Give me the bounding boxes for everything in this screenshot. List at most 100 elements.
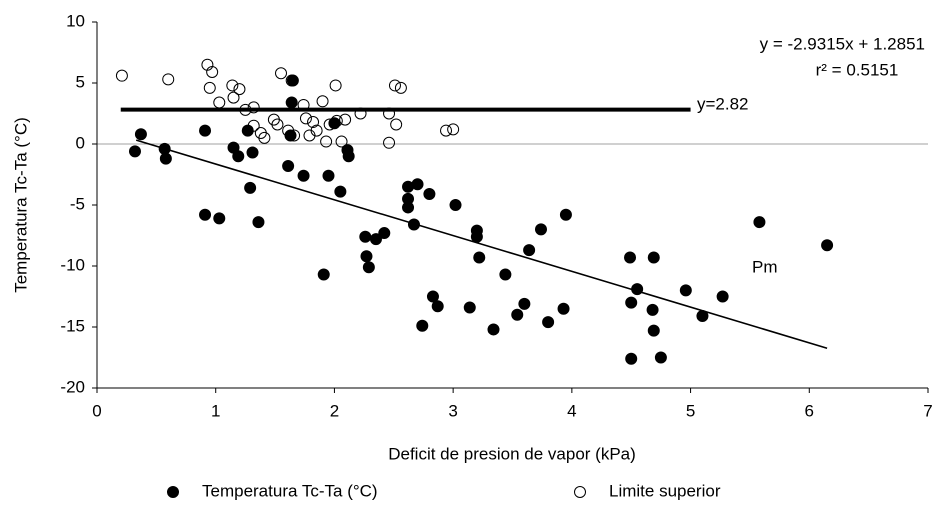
filled-point <box>431 300 444 313</box>
filled-point <box>282 159 295 172</box>
filled-point <box>647 324 660 337</box>
hollow-point <box>316 95 329 108</box>
hollow-point <box>330 114 343 127</box>
x-tick-label: 0 <box>92 401 101 420</box>
filled-point <box>473 251 486 264</box>
filled-point <box>426 290 439 303</box>
filled-point <box>252 216 265 229</box>
filled-point <box>246 146 259 159</box>
filled-point <box>342 150 355 163</box>
filled-point <box>518 297 531 310</box>
filled-point <box>647 251 660 264</box>
filled-point <box>821 239 834 252</box>
filled-point <box>362 261 375 274</box>
y-tick-label: 10 <box>66 11 85 30</box>
hollow-point <box>383 136 396 149</box>
y-tick-label: 0 <box>76 133 85 152</box>
filled-point <box>334 185 347 198</box>
filled-point <box>407 218 420 231</box>
filled-point <box>213 212 226 225</box>
filled-point <box>542 316 555 329</box>
hollow-point <box>297 98 310 111</box>
filled-point <box>624 251 637 264</box>
x-tick-label: 7 <box>923 401 932 420</box>
hollow-point <box>115 69 128 82</box>
hollow-point <box>383 107 396 120</box>
x-axis-title: Deficit de presion de vapor (kPa) <box>388 444 636 463</box>
trend-line <box>135 139 828 349</box>
filled-point <box>625 352 638 365</box>
filled-point <box>679 284 692 297</box>
annotation: y = -2.9315x + 1.2851 <box>760 34 925 53</box>
y-axis-title: Temperatura Tc-Ta (°C) <box>11 117 30 293</box>
hollow-point <box>206 66 219 79</box>
filled-point <box>487 323 500 336</box>
hollow-point <box>239 103 252 116</box>
filled-point <box>369 233 382 246</box>
filled-point <box>322 169 335 182</box>
legend-marker <box>167 486 179 498</box>
filled-point <box>499 268 512 281</box>
filled-point <box>199 124 212 137</box>
filled-point <box>534 223 547 236</box>
filled-point <box>158 142 171 155</box>
filled-point <box>463 301 476 314</box>
hollow-point <box>323 118 336 131</box>
hollow-point <box>335 135 348 148</box>
hollow-point <box>247 101 260 114</box>
hollow-point <box>226 79 239 92</box>
filled-point <box>654 351 667 364</box>
hollow-point <box>388 79 401 92</box>
filled-point <box>557 302 570 315</box>
hollow-point <box>440 124 453 137</box>
filled-point <box>232 150 245 163</box>
x-tick-label: 1 <box>211 401 220 420</box>
filled-point <box>523 244 536 257</box>
filled-point <box>285 96 298 109</box>
filled-point <box>423 188 436 201</box>
x-tick-label: 3 <box>448 401 457 420</box>
hollow-point <box>394 81 407 94</box>
filled-point <box>470 230 483 243</box>
x-tick-label: 4 <box>567 401 576 420</box>
hollow-point <box>271 118 284 131</box>
hollow-point <box>329 79 342 92</box>
x-tick-label: 2 <box>330 401 339 420</box>
filled-point <box>559 208 572 221</box>
y-tick-label: -20 <box>60 377 85 396</box>
hollow-point <box>233 83 246 96</box>
hollow-point <box>162 73 175 86</box>
filled-point <box>631 283 644 296</box>
filled-point <box>416 319 429 332</box>
hollow-point <box>258 131 271 144</box>
filled-point <box>411 178 424 191</box>
hollow-point <box>275 67 288 80</box>
filled-point <box>511 308 524 321</box>
hollow-point <box>285 74 298 87</box>
hollow-point <box>447 123 460 136</box>
hollow-point <box>227 91 240 104</box>
hollow-point <box>203 81 216 94</box>
y-tick-label: -5 <box>70 194 85 213</box>
filled-point <box>378 227 391 240</box>
x-tick-label: 6 <box>805 401 814 420</box>
filled-point <box>297 169 310 182</box>
y-tick-label: -15 <box>60 316 85 335</box>
hollow-point <box>320 135 333 148</box>
filled-point <box>199 208 212 221</box>
filled-point <box>360 250 373 263</box>
filled-point <box>244 181 257 194</box>
hollow-point <box>299 112 312 125</box>
filled-point <box>625 296 638 309</box>
filled-point <box>359 230 372 243</box>
hollow-point <box>339 113 352 126</box>
hollow-point <box>310 124 323 137</box>
y-tick-label: -10 <box>60 255 85 274</box>
hollow-point <box>390 118 403 131</box>
annotation: r² = 0.5151 <box>816 60 899 79</box>
filled-point <box>696 310 709 323</box>
filled-point <box>646 303 659 316</box>
hollow-point <box>247 119 260 132</box>
legend-label: Limite superior <box>609 481 721 500</box>
